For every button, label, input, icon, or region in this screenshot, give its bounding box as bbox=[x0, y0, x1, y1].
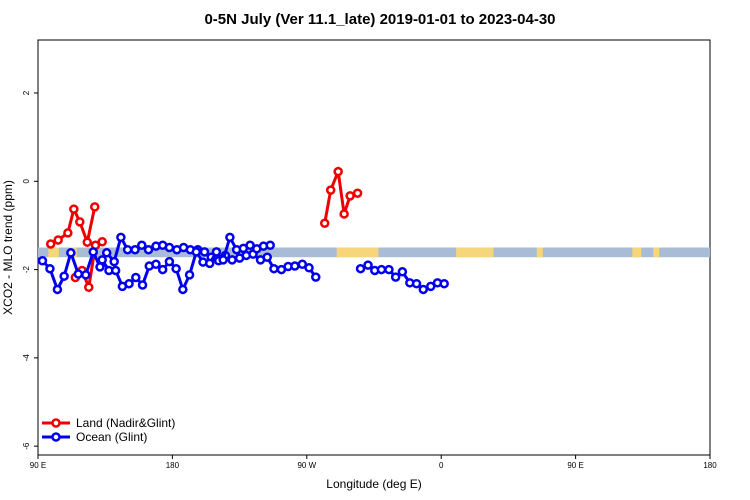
data-point bbox=[81, 270, 91, 280]
data-point bbox=[82, 237, 93, 247]
data-point bbox=[137, 280, 148, 290]
data-point bbox=[73, 269, 84, 279]
data-point bbox=[164, 242, 175, 253]
data-point bbox=[184, 270, 195, 280]
data-point bbox=[363, 260, 373, 270]
data-point bbox=[411, 278, 422, 289]
data-point bbox=[124, 278, 134, 289]
data-point bbox=[199, 247, 210, 257]
legend-label: Ocean (Glint) bbox=[76, 430, 147, 444]
x-tick-label: 90 E bbox=[567, 461, 583, 470]
data-point bbox=[376, 264, 387, 275]
data-point bbox=[439, 278, 449, 289]
x-axis-label: Longitude (deg E) bbox=[326, 477, 421, 491]
band-land bbox=[336, 247, 379, 258]
data-point bbox=[191, 247, 202, 257]
data-point bbox=[131, 272, 141, 283]
data-point bbox=[89, 202, 100, 212]
data-point bbox=[75, 217, 85, 227]
band-land bbox=[632, 247, 642, 258]
y-tick-label: -6 bbox=[22, 442, 31, 450]
y-axis-label: XCO2 - MLO trend (ppm) bbox=[1, 180, 15, 315]
data-point bbox=[339, 209, 349, 219]
data-point bbox=[418, 284, 429, 295]
data-point bbox=[218, 255, 228, 265]
data-point bbox=[53, 235, 63, 245]
data-point bbox=[110, 265, 121, 276]
y-axis: 2 0 -2 -4 -6 bbox=[22, 90, 38, 450]
data-point bbox=[84, 282, 94, 292]
x-tick-label: 0 bbox=[439, 461, 444, 470]
x-tick-label: 180 bbox=[166, 461, 180, 470]
legend: Land (Nadir&Glint)Ocean (Glint) bbox=[42, 416, 175, 444]
data-point bbox=[122, 244, 133, 255]
data-point bbox=[130, 244, 140, 255]
data-point bbox=[52, 284, 63, 295]
data-point bbox=[37, 255, 48, 266]
data-point bbox=[143, 244, 154, 255]
data-point bbox=[59, 271, 69, 281]
data-point bbox=[265, 240, 275, 251]
data-point bbox=[109, 256, 119, 267]
data-point bbox=[333, 166, 343, 177]
data-point bbox=[101, 248, 112, 258]
series-ocean-glint- bbox=[37, 232, 449, 295]
data-point bbox=[384, 264, 394, 275]
y-tick-label: -2 bbox=[22, 265, 31, 273]
data-point bbox=[164, 256, 175, 267]
band-land bbox=[653, 247, 660, 258]
data-point bbox=[304, 263, 314, 273]
band-land bbox=[536, 247, 543, 258]
data-point bbox=[225, 232, 235, 243]
data-point bbox=[137, 240, 147, 251]
data-point bbox=[45, 239, 56, 249]
data-point bbox=[45, 263, 55, 274]
data-point bbox=[245, 240, 255, 251]
data-point bbox=[66, 248, 76, 258]
legend-label: Land (Nadir&Glint) bbox=[76, 416, 175, 430]
data-point bbox=[425, 281, 436, 292]
x-tick-label: 180 bbox=[703, 461, 717, 470]
data-point bbox=[171, 263, 181, 274]
data-point bbox=[390, 272, 401, 282]
data-point bbox=[325, 185, 336, 195]
band-land bbox=[48, 247, 59, 258]
data-point bbox=[355, 263, 366, 274]
data-point bbox=[397, 267, 408, 277]
y-tick-label: 0 bbox=[22, 179, 31, 184]
data-point bbox=[178, 284, 188, 295]
series-layer bbox=[37, 165, 449, 295]
x-axis: 90 E 180 90 W 0 90 E 180 bbox=[30, 455, 717, 470]
data-point bbox=[269, 263, 279, 274]
legend-marker bbox=[51, 418, 61, 428]
data-point bbox=[88, 247, 99, 257]
data-point bbox=[352, 188, 363, 198]
data-point bbox=[262, 252, 272, 262]
series-land-nadir-glint- bbox=[45, 165, 363, 293]
data-point bbox=[211, 247, 222, 257]
x-tick-label: 90 W bbox=[297, 461, 316, 470]
data-point bbox=[227, 255, 237, 265]
data-point bbox=[97, 255, 107, 265]
band-land bbox=[456, 247, 494, 258]
legend-marker bbox=[51, 432, 61, 442]
data-point bbox=[63, 228, 73, 238]
data-point bbox=[157, 264, 168, 275]
data-point bbox=[311, 272, 321, 282]
data-point bbox=[69, 204, 79, 214]
data-point bbox=[345, 191, 355, 201]
data-point bbox=[297, 259, 308, 270]
data-point bbox=[319, 218, 330, 228]
data-point bbox=[97, 237, 107, 247]
data-point bbox=[151, 259, 161, 270]
y-tick-label: 2 bbox=[22, 90, 31, 95]
data-point bbox=[204, 258, 215, 269]
data-point bbox=[116, 232, 126, 243]
x-tick-label: 90 E bbox=[30, 461, 46, 470]
chart-title: 0-5N July (Ver 11.1_late) 2019-01-01 to … bbox=[204, 11, 555, 28]
y-tick-label: -4 bbox=[22, 354, 31, 362]
data-point bbox=[290, 261, 300, 271]
